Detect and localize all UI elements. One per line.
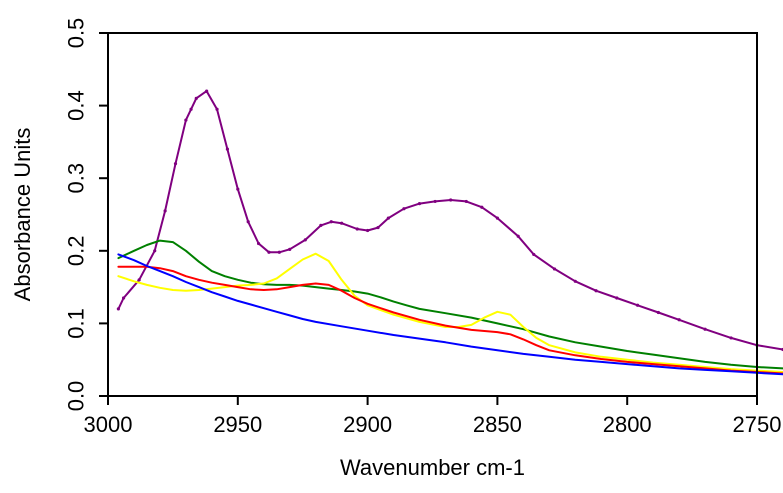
series-line-3: [117, 252, 783, 374]
series-point-1: [277, 250, 281, 254]
series-point-1: [153, 249, 157, 253]
series-point-1: [137, 278, 141, 282]
series-point-1: [677, 318, 681, 322]
y-tick-label: 0.5: [64, 18, 89, 49]
series-point-1: [656, 310, 660, 315]
x-tick-label: 2850: [473, 412, 522, 437]
series-point-1: [329, 220, 333, 224]
series-point-1: [615, 296, 619, 300]
ticks-layer: [99, 32, 758, 405]
series-point-1: [376, 225, 380, 230]
x-axis-label: Wavenumber cm-1: [340, 455, 525, 480]
series-point-1: [184, 118, 188, 122]
series-point-1: [303, 238, 307, 242]
series-point-1: [729, 336, 733, 340]
series-point-1: [246, 220, 250, 224]
series-point-1: [319, 223, 323, 227]
x-tick-label: 3000: [84, 412, 133, 437]
series-line-4: [117, 265, 783, 375]
series-point-1: [402, 207, 406, 211]
series-point-1: [516, 234, 520, 238]
series-point-1: [215, 107, 219, 111]
plot-frame: [107, 32, 758, 397]
series-point-1: [173, 162, 178, 166]
series-point-1: [116, 307, 120, 311]
series-layer: [116, 89, 783, 376]
series-point-1: [288, 247, 292, 251]
series-point-1: [703, 327, 707, 331]
series-point-1: [480, 205, 484, 209]
series-point-1: [366, 228, 370, 233]
series-point-1: [236, 187, 240, 191]
x-tick-label: 2750: [733, 412, 782, 437]
series-point-1: [225, 147, 230, 151]
series-point-1: [355, 227, 359, 231]
y-axis-label: Absorbance Units: [10, 128, 35, 302]
series-line-2: [117, 239, 783, 370]
series-point-1: [386, 216, 390, 220]
series-line-5: [117, 253, 783, 376]
series-point-1: [256, 241, 261, 246]
series-point-1: [189, 107, 193, 111]
series-point-1: [267, 250, 271, 254]
y-tick-label: 0.4: [64, 90, 89, 121]
series-point-1: [417, 202, 422, 206]
series-point-1: [340, 221, 344, 225]
series-point-1: [449, 198, 453, 202]
series-point-1: [552, 267, 557, 271]
series-point-1: [121, 296, 126, 300]
x-tick-label: 2800: [603, 412, 652, 437]
y-tick-label: 0.1: [64, 308, 89, 339]
x-tick-label: 2950: [213, 412, 262, 437]
series-point-1: [573, 279, 577, 283]
y-tick-label: 0.2: [64, 236, 89, 267]
labels-layer: 3000 2950 2900 2850 2800 2750 0.0 0.1 0.2 0.3 0.4 0…: [10, 18, 781, 480]
series-point-1: [532, 252, 536, 257]
series-point-1: [205, 89, 209, 93]
series-point-1: [594, 289, 598, 293]
y-tick-label: 0.3: [64, 163, 89, 194]
series-point-1: [495, 216, 499, 220]
series-point-1: [635, 303, 640, 307]
series-point-1: [433, 199, 437, 204]
y-tick-label: 0.0: [64, 381, 89, 412]
series-line-1: [117, 90, 783, 351]
x-tick-label: 2900: [343, 412, 392, 437]
series-point-1: [194, 96, 198, 100]
series-point-1: [464, 199, 468, 204]
series-point-1: [163, 209, 167, 213]
